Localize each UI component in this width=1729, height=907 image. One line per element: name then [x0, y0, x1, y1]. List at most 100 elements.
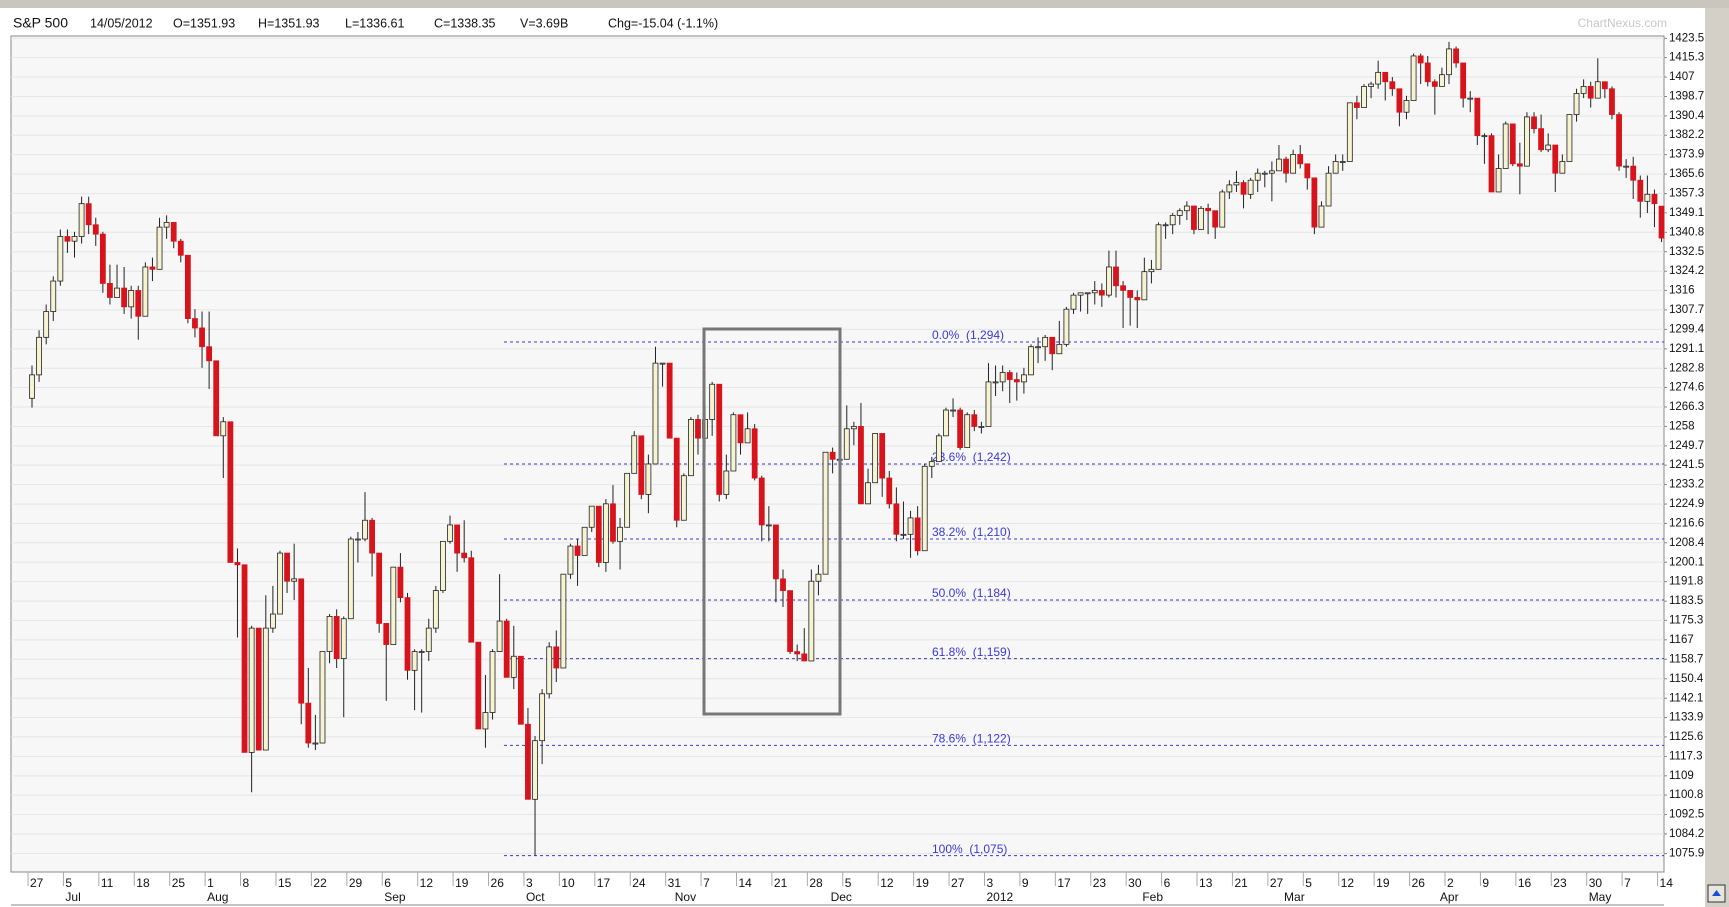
x-tick-label: 19 [916, 876, 930, 890]
candle-body [964, 414, 971, 448]
candle-body [921, 465, 928, 552]
candle-body [1453, 48, 1459, 64]
candle-body [1134, 297, 1141, 301]
fib-label: 100% (1,075) [932, 842, 1007, 856]
x-tick-label: 27 [30, 876, 44, 890]
x-tick-label: 13 [1199, 876, 1213, 890]
candle-body [1538, 128, 1545, 151]
x-tick-label: 11 [101, 876, 114, 890]
candle-body [1460, 62, 1467, 99]
candle-body [1148, 268, 1155, 273]
candle-body [765, 524, 772, 527]
x-tick-label: 10 [561, 876, 575, 890]
candle-body [1516, 163, 1523, 167]
candle-body [440, 540, 446, 591]
candle-body [688, 419, 694, 477]
candle-body [248, 627, 255, 753]
candle-body [376, 552, 383, 624]
y-tick-label: 1390.4 [1669, 110, 1705, 122]
candle-body [277, 552, 283, 615]
candle-body [1651, 193, 1658, 205]
candle-body [1467, 97, 1474, 100]
candle-body [1240, 182, 1247, 195]
candle-body [865, 482, 871, 505]
candle-body [475, 641, 482, 730]
candle-body [29, 374, 35, 399]
low: L=1336.61 [345, 16, 404, 30]
candle-body [1077, 292, 1084, 296]
candle-body [1346, 102, 1353, 162]
fib-label: 78.6% (1,122) [932, 732, 1011, 746]
candle-body [1098, 290, 1105, 296]
y-tick-label: 1125.6 [1669, 731, 1703, 743]
candle-body [652, 362, 659, 465]
candle-body [482, 712, 489, 730]
candle-body [64, 236, 71, 242]
candle-body [1183, 205, 1190, 212]
x-tick-label: 6 [1164, 876, 1171, 890]
candle-body [156, 226, 163, 270]
candle-body [1191, 205, 1197, 230]
candle-body [737, 414, 744, 444]
y-tick-label: 1266.3 [1669, 401, 1704, 413]
plot-area [10, 35, 1665, 873]
candle-body [610, 503, 616, 542]
candle-body [418, 651, 425, 653]
y-tick-label: 1299.4 [1669, 323, 1705, 335]
y-tick-label: 1365.6 [1669, 168, 1704, 180]
candle-body [1233, 182, 1240, 186]
candle-body [43, 311, 50, 338]
x-tick-label: 30 [1128, 876, 1142, 890]
y-tick-label: 1415.3 [1669, 52, 1704, 64]
y-tick-label: 1373.9 [1669, 149, 1704, 161]
candle-body [1594, 81, 1601, 99]
x-tick-label: 14 [739, 876, 753, 890]
candle-body [333, 615, 340, 660]
x-tick-label: 26 [1412, 876, 1426, 890]
candle-body [957, 409, 964, 448]
candle-body [199, 327, 205, 348]
x-tick-label: 18 [136, 876, 150, 890]
month-label: Dec [831, 890, 852, 904]
candle-body [1113, 266, 1119, 287]
candle-body [1495, 168, 1502, 193]
candle-body [1601, 81, 1608, 90]
candle-body [532, 740, 538, 800]
candle-body [326, 615, 333, 652]
candle-body [1637, 179, 1644, 202]
candle-body [1488, 135, 1495, 193]
volume: V=3.69B [520, 16, 568, 30]
candle-body [1297, 154, 1304, 165]
candle-body [1573, 93, 1580, 115]
x-tick-label: 19 [1376, 876, 1390, 890]
y-tick-label: 1208.4 [1669, 537, 1705, 549]
candle-body [1219, 191, 1226, 228]
candle-body [808, 580, 815, 662]
candle-body [1205, 207, 1212, 212]
candle-body [1155, 224, 1162, 270]
candle-body [454, 524, 461, 554]
candle-body [206, 346, 213, 362]
x-tick-label: 17 [597, 876, 611, 890]
candle-body [78, 203, 85, 237]
candle-body [914, 517, 921, 552]
candle-body [950, 409, 956, 412]
candle-body [574, 545, 581, 556]
date: 14/05/2012 [90, 16, 153, 30]
candle-body [907, 517, 914, 535]
y-tick-label: 1233.2 [1669, 479, 1704, 491]
candle-body [71, 236, 78, 242]
candle-body [1353, 102, 1360, 108]
candle-body [631, 435, 638, 474]
candle-body [1013, 379, 1020, 383]
x-tick-label: 26 [491, 876, 505, 890]
candle-body [1552, 144, 1559, 174]
candle-body [1481, 135, 1488, 138]
candle-body [1644, 193, 1651, 202]
candle-body [1290, 154, 1297, 174]
candle-body [1403, 100, 1410, 113]
y-tick-label: 1117.3 [1669, 750, 1702, 762]
month-label: Jul [65, 890, 80, 904]
x-tick-label: 5 [845, 876, 852, 890]
